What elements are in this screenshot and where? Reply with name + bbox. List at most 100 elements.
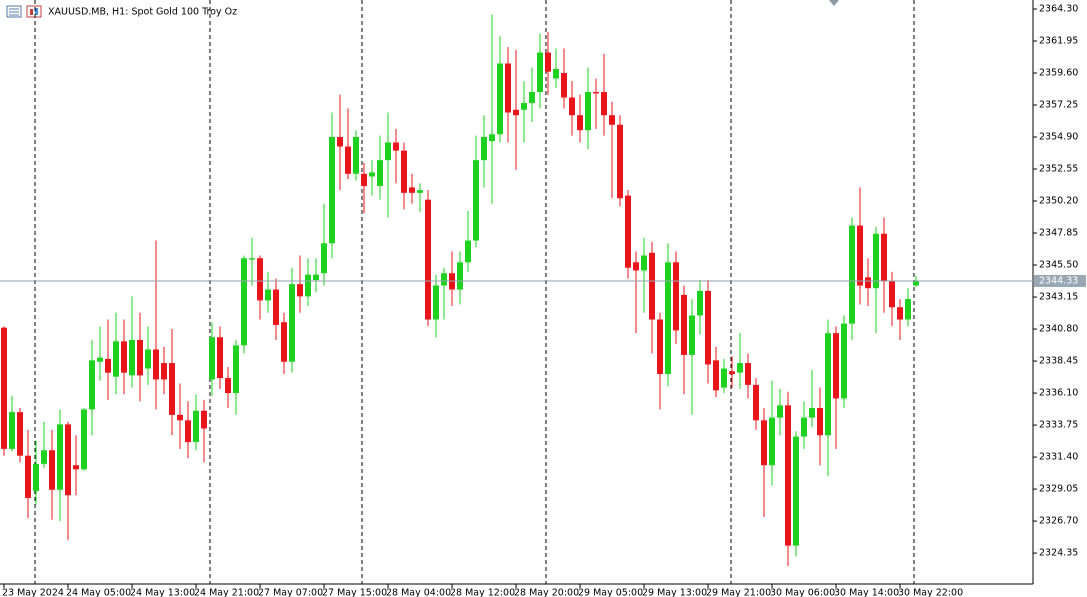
candle-body (769, 417, 775, 466)
x-tick-label: 29 May 21:00 (706, 588, 771, 597)
candle-body (673, 262, 679, 331)
candle-body (97, 357, 103, 362)
candle-body (385, 142, 391, 161)
candle-body (609, 115, 615, 125)
candle-body (41, 450, 47, 464)
candle-body (657, 319, 663, 374)
candle-body (89, 360, 95, 410)
candle-body (529, 92, 535, 103)
candle-body (145, 349, 151, 369)
candle-body (681, 294, 687, 355)
x-tick-label: 30 May 14:00 (834, 588, 899, 597)
candle-body (193, 410, 199, 443)
x-tick-label: 24 May 21:00 (194, 588, 259, 597)
x-tick-label: 27 May 15:00 (322, 588, 387, 597)
candle-body (81, 409, 87, 470)
x-tick-label: 24 May 13:00 (130, 588, 195, 597)
candle-body (185, 420, 191, 443)
candle-body (121, 341, 127, 373)
candle-body (305, 274, 311, 297)
y-tick-label: 2331.40 (1039, 452, 1078, 463)
candle-body (25, 455, 31, 498)
candle-body (545, 52, 551, 72)
candle-body (249, 258, 255, 260)
candle-body (689, 315, 695, 355)
candle-body (297, 284, 303, 297)
candle-body (377, 160, 383, 187)
candle-body (505, 63, 511, 113)
x-tick-label: 28 May 20:00 (514, 588, 579, 597)
candle-body (913, 280, 919, 286)
y-tick-label: 2338.45 (1039, 356, 1078, 367)
y-tick-label: 2347.85 (1039, 228, 1078, 239)
candle-body (825, 333, 831, 436)
y-tick-label: 2333.75 (1039, 420, 1078, 431)
candle-body (521, 102, 527, 110)
candle-body (393, 142, 399, 151)
header-icons (6, 5, 42, 18)
candle-body (737, 363, 743, 373)
candle-body (473, 160, 479, 241)
candle-body (633, 262, 639, 271)
candle-body (201, 410, 207, 429)
candle-body (697, 290, 703, 316)
candle-body (465, 240, 471, 263)
candle-body (833, 333, 839, 399)
candle-body (17, 412, 23, 456)
candle-body (409, 187, 415, 193)
candle-body (337, 137, 343, 147)
candle-body (841, 323, 847, 399)
candle-body (569, 97, 575, 116)
candle-body (593, 92, 599, 94)
candle-body (577, 115, 583, 131)
y-tick-label: 2329.05 (1039, 484, 1078, 495)
chart-title: XAUUSD.MB, H1: Spot Gold 100 Troy Oz (48, 7, 237, 18)
candle-body (721, 368, 727, 388)
candle-body (345, 146, 351, 174)
candle-body (489, 134, 495, 142)
candle-body (753, 384, 759, 421)
candle-body (273, 289, 279, 325)
candle-body (177, 414, 183, 421)
candle-body (729, 371, 735, 374)
candle-body (241, 258, 247, 346)
candle-body (849, 225, 855, 324)
shift-marker (829, 0, 839, 6)
candle-body (625, 195, 631, 268)
candle-body (705, 290, 711, 365)
candle-body (49, 450, 55, 490)
y-tick-label: 2326.70 (1039, 516, 1078, 527)
candle-body (57, 424, 63, 490)
candle-body (73, 465, 79, 470)
x-tick-label: 30 May 22:00 (898, 588, 963, 597)
candle-body (289, 284, 295, 362)
y-tick-label: 2357.25 (1039, 100, 1078, 111)
candle-body (713, 360, 719, 391)
candle-body (809, 408, 815, 418)
candle-body (481, 137, 487, 161)
candle-body (233, 345, 239, 394)
candle-body (329, 137, 335, 244)
last-price-box (1034, 274, 1086, 287)
candle-body (497, 63, 503, 135)
candle-body (889, 281, 895, 308)
y-tick-label: 2364.30 (1039, 3, 1078, 14)
candle-body (865, 277, 871, 289)
y-tick-label: 2336.10 (1039, 388, 1078, 399)
candle-body (649, 252, 655, 320)
candle-body (761, 420, 767, 466)
candle-body (777, 405, 783, 418)
candle-body (137, 339, 143, 376)
candle-body (129, 339, 135, 376)
candle-body (209, 337, 215, 380)
x-tick-label: 23 May 2024 (2, 588, 64, 597)
candle-body (401, 150, 407, 193)
x-tick-label: 29 May 13:00 (642, 588, 707, 597)
y-tick-label: 2352.55 (1039, 164, 1078, 175)
candle-body (161, 363, 167, 380)
icon (26, 5, 42, 18)
y-tick-label: 2343.15 (1039, 292, 1078, 303)
candle-body (857, 225, 863, 286)
